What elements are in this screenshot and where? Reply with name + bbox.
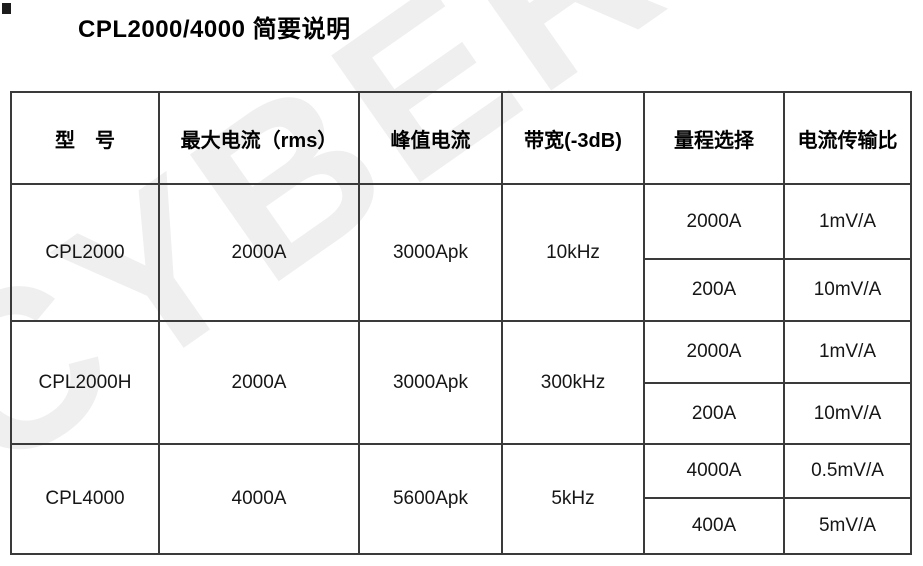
cell-max-current: 2000A [158,183,360,322]
page-title: CPL2000/4000 简要说明 [78,16,351,43]
cell-max-current: 2000A [158,320,360,445]
col-header-peak-current: 峰值电流 [358,91,503,185]
spec-table: 型 号 最大电流（rms） 峰值电流 带宽(-3dB) 量程选择 电流传输比 C… [10,91,912,555]
table-row-cpl2000-range2: 200A 10mV/A [11,258,912,322]
table-row-cpl4000-range1: CPL4000 4000A 5600Apk 5kHz 4000A 0.5mV/A [10,443,912,555]
cell-transfer-ratio: 10mV/A [783,382,912,445]
cell-bandwidth: 5kHz [501,443,645,555]
cell-peak-current: 3000Apk [358,320,503,445]
cell-range: 2000A [643,320,785,384]
cell-range: 4000A [643,443,785,499]
col-header-transfer-ratio: 电流传输比 [783,91,912,185]
cell-model: CPL2000H [10,320,160,445]
cell-peak-current: 3000Apk [358,183,503,322]
cell-peak-current: 5600Apk [358,443,503,555]
cell-bandwidth: 10kHz [501,183,645,322]
cell-max-current: 4000A [158,443,360,555]
table-row-cpl2000-range1: CPL2000 2000A 3000Apk 10kHz 2000A 1mV/A [10,183,912,322]
cell-transfer-ratio: 1mV/A [783,183,912,260]
cell-transfer-ratio: 10mV/A [783,258,912,322]
cell-transfer-ratio: 5mV/A [783,497,912,555]
col-header-range-select: 量程选择 [643,91,785,185]
table-row-cpl4000-range2: 400A 5mV/A [11,497,912,555]
col-header-bandwidth: 带宽(-3dB) [501,91,645,185]
cell-range: 200A [643,258,785,322]
scan-artifact [2,3,11,14]
cell-range: 2000A [643,183,785,260]
col-header-max-current: 最大电流（rms） [158,91,360,185]
cell-transfer-ratio: 0.5mV/A [783,443,912,499]
cell-model: CPL4000 [10,443,160,555]
cell-transfer-ratio: 1mV/A [783,320,912,384]
cell-range: 400A [643,497,785,555]
cell-model: CPL2000 [10,183,160,322]
table-row-cpl2000h-range2: 200A 10mV/A [11,382,912,445]
cell-range: 200A [643,382,785,445]
col-header-model: 型 号 [10,91,160,185]
cell-bandwidth: 300kHz [501,320,645,445]
table-row-cpl2000h-range1: CPL2000H 2000A 3000Apk 300kHz 2000A 1mV/… [10,320,912,445]
table-header-row: 型 号 最大电流（rms） 峰值电流 带宽(-3dB) 量程选择 电流传输比 [10,91,912,185]
